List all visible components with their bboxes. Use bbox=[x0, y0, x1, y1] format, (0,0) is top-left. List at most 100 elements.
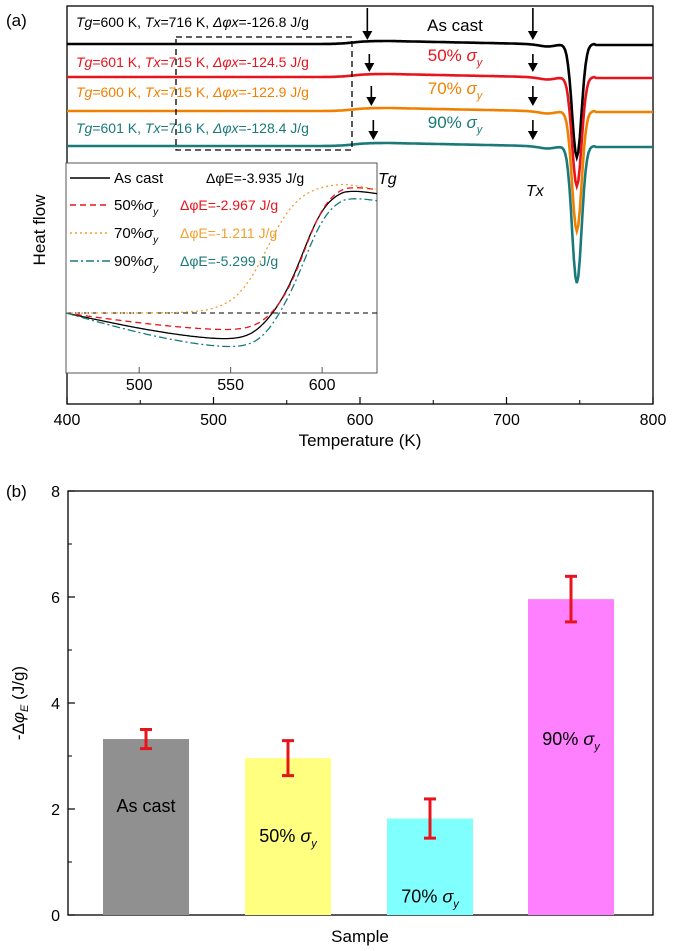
subscript-y: y bbox=[152, 235, 159, 246]
sigma-symbol: σ bbox=[144, 225, 154, 242]
panel-b: (b) Sample -ΔφE (J/g) 0 2 4 6 8 As cast 50% σ… bbox=[6, 482, 654, 946]
label-part: Δφx bbox=[212, 54, 240, 70]
sigma-symbol: σ bbox=[466, 79, 477, 98]
series-name-label: As cast bbox=[427, 16, 483, 35]
y-tick-label: 0 bbox=[51, 908, 60, 925]
subscript-y: y bbox=[476, 57, 484, 69]
sigma-symbol: σ bbox=[466, 113, 477, 132]
panel-a-x-axis-label: Temperature (K) bbox=[299, 431, 422, 450]
arrow-head bbox=[368, 131, 379, 140]
series-name-label: 70% σy bbox=[428, 79, 484, 102]
tx-annotation: Tx bbox=[526, 183, 545, 200]
sigma-symbol: σ bbox=[144, 197, 154, 214]
text-part: 90% bbox=[542, 729, 583, 749]
bar-label: 70% σy bbox=[401, 887, 460, 911]
bar-3 bbox=[528, 599, 614, 915]
y-tick-label: 2 bbox=[51, 802, 60, 819]
panel-a-arrows bbox=[362, 8, 538, 140]
text-part: 50% bbox=[114, 197, 144, 214]
label-part: =716 K, bbox=[160, 120, 213, 136]
x-tick-label: 500 bbox=[200, 412, 227, 429]
label-part: =-128.4 J/g bbox=[239, 120, 309, 136]
label-part: Tx bbox=[145, 54, 162, 70]
panel-a-y-axis-label: Heat flow bbox=[30, 194, 49, 266]
series-params-label: Tg=600 K, Tx=716 K, Δφx=-126.8 J/g bbox=[76, 14, 309, 30]
panel-a-series-labels: Tg=600 K, Tx=716 K, Δφx=-126.8 J/g As cas… bbox=[76, 14, 484, 136]
label-part: Tx bbox=[145, 14, 162, 30]
inset-legend: As cast ΔφE=-3.935 J/g50%σy ΔφE=-2.967 J/g… bbox=[70, 170, 304, 274]
text-part: 50% bbox=[428, 46, 467, 65]
curve-2 bbox=[67, 106, 653, 237]
panel-a: (a) Heat flow Temperature (K) 400 500 600 7… bbox=[6, 5, 667, 450]
subscript-y: y bbox=[476, 90, 484, 102]
bar-1 bbox=[245, 758, 331, 915]
sigma-symbol: σ bbox=[144, 253, 154, 270]
subscript-y: y bbox=[593, 741, 601, 753]
label-part: =716 K, bbox=[160, 14, 213, 30]
label-part: Tx bbox=[145, 84, 162, 100]
legend-energy: ΔφE=-2.967 J/g bbox=[180, 197, 278, 213]
arrow-head bbox=[362, 31, 373, 40]
sigma-symbol: σ bbox=[442, 887, 454, 907]
label-part: Δφx bbox=[212, 14, 240, 30]
inset-plot: 500 550 600 As cast ΔφE=-3.935 J/g50%σy ΔφE=… bbox=[65, 162, 378, 394]
label-part: Tg bbox=[76, 120, 93, 136]
tg-annotation: Tg bbox=[378, 171, 397, 188]
label-part: Δφx bbox=[212, 120, 240, 136]
legend-energy: ΔφE=-3.935 J/g bbox=[206, 170, 304, 186]
x-tick-label: 400 bbox=[54, 412, 81, 429]
label-part: Tg bbox=[76, 84, 93, 100]
label-part: =715 K, bbox=[160, 84, 213, 100]
inset-x-ticks: 500 550 600 bbox=[126, 367, 336, 394]
curve-1 bbox=[67, 72, 653, 191]
panel-b-y-axis-label: -ΔφE (J/g) bbox=[9, 666, 31, 740]
legend-name: 90%σy bbox=[114, 253, 159, 274]
inset-curve-0 bbox=[65, 190, 378, 340]
label-part: =600 K, bbox=[92, 84, 145, 100]
inset-curves bbox=[65, 183, 378, 348]
inset-curve-2 bbox=[66, 183, 378, 314]
series-name-label: 90% σy bbox=[428, 113, 484, 136]
label-part: =601 K, bbox=[92, 120, 145, 136]
inset-x-tick-label: 600 bbox=[309, 377, 336, 394]
text-part: 90% bbox=[114, 253, 144, 270]
label-part: Tg bbox=[76, 54, 93, 70]
y-axis-label-text: -ΔφE (J/g) bbox=[9, 666, 31, 740]
sigma-symbol: σ bbox=[583, 729, 595, 749]
legend-name: 70%σy bbox=[114, 225, 159, 246]
panel-a-curves bbox=[67, 39, 653, 284]
label-part: =600 K, bbox=[92, 14, 145, 30]
label-part: =-124.5 J/g bbox=[239, 54, 309, 70]
x-tick-label: 800 bbox=[640, 412, 667, 429]
inset-curve-1 bbox=[65, 187, 378, 331]
subscript-y: y bbox=[152, 207, 159, 218]
y-tick-label: 4 bbox=[51, 696, 60, 713]
subscript-y: y bbox=[152, 263, 159, 274]
panel-b-x-axis-label: Sample bbox=[331, 927, 389, 946]
arrow-head bbox=[527, 63, 538, 72]
text-part: 70% bbox=[401, 887, 442, 907]
bar-0 bbox=[103, 739, 189, 915]
inset-curve-3 bbox=[65, 198, 378, 348]
sigma-symbol: σ bbox=[300, 826, 312, 846]
text-part: 50% bbox=[259, 826, 300, 846]
label-part: =-122.9 J/g bbox=[239, 84, 309, 100]
text-part: 70% bbox=[114, 225, 144, 242]
inset-x-tick-label: 550 bbox=[217, 377, 244, 394]
series-params-label: Tg=601 K, Tx=716 K, Δφx=-128.4 J/g bbox=[76, 120, 309, 136]
inset-x-tick-label: 500 bbox=[126, 377, 153, 394]
sigma-symbol: σ bbox=[466, 46, 477, 65]
label-part: =-126.8 J/g bbox=[239, 14, 309, 30]
arrow-head bbox=[364, 63, 375, 72]
bar-label: As cast bbox=[116, 796, 175, 816]
label-part: Δφx bbox=[212, 84, 240, 100]
arrow-head bbox=[527, 97, 538, 106]
label-part: Tg bbox=[76, 14, 93, 30]
label-part: =601 K, bbox=[92, 54, 145, 70]
zoom-region-box bbox=[175, 36, 353, 151]
legend-name: 50%σy bbox=[114, 197, 159, 218]
bar-label: 50% σy bbox=[259, 826, 318, 850]
panel-a-x-ticks: 400 500 600 700 800 bbox=[54, 397, 667, 429]
